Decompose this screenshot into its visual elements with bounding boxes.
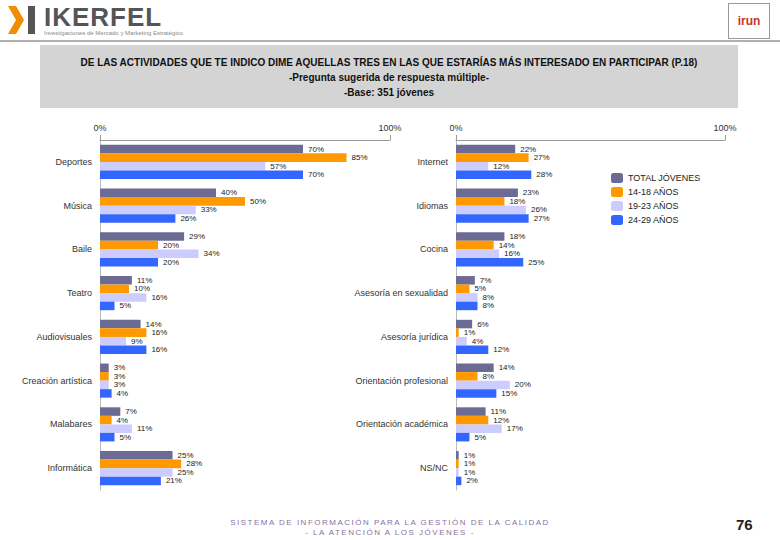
- svg-text:27%: 27%: [534, 153, 550, 162]
- svg-text:14%: 14%: [498, 240, 515, 250]
- svg-text:7%: 7%: [479, 275, 492, 285]
- svg-text:16%: 16%: [151, 328, 167, 337]
- svg-text:11%: 11%: [490, 407, 506, 417]
- svg-text:20%: 20%: [514, 380, 531, 390]
- svg-text:1%: 1%: [463, 459, 476, 469]
- svg-text:26%: 26%: [180, 214, 196, 223]
- svg-text:3%: 3%: [113, 380, 126, 390]
- svg-text:23%: 23%: [522, 188, 539, 198]
- svg-text:Orientación profesional: Orientación profesional: [355, 376, 448, 386]
- svg-text:12%: 12%: [493, 415, 510, 425]
- html-text:Investigaciones de Mercado y M: Investigaciones de Mercado y Marketing E…: [44, 30, 184, 36]
- svg-text:1%: 1%: [463, 450, 476, 460]
- svg-text:Creación artística: Creación artística: [22, 376, 92, 386]
- svg-text:Baile: Baile: [72, 244, 92, 254]
- svg-text:26%: 26%: [530, 205, 547, 215]
- svg-text:14%: 14%: [145, 319, 162, 329]
- svg-text:34%: 34%: [204, 249, 220, 258]
- svg-text:Internet: Internet: [417, 157, 448, 167]
- svg-text:8%: 8%: [482, 292, 495, 302]
- svg-text:18%: 18%: [509, 232, 526, 242]
- svg-text:40%: 40%: [221, 188, 237, 197]
- svg-text:11%: 11%: [136, 275, 153, 285]
- svg-text:33%: 33%: [201, 205, 217, 214]
- html-text:DE LAS ACTIVIDADES QUE TE INDI: DE LAS ACTIVIDADES QUE TE INDICO DIME AQ…: [80, 57, 698, 68]
- svg-text:1%: 1%: [463, 328, 476, 338]
- svg-text:20%: 20%: [163, 241, 179, 250]
- svg-text:9%: 9%: [131, 337, 143, 346]
- html-text:76: 76: [736, 516, 753, 533]
- svg-text:5%: 5%: [474, 284, 486, 294]
- html-text:- LA ATENCIÓN A LOS JÓVENES -: - LA ATENCIÓN A LOS JÓVENES -: [305, 528, 475, 537]
- svg-text:25%: 25%: [177, 467, 194, 477]
- html-text:-Pregunta sugerida de respuest: -Pregunta sugerida de respuesta múltiple…: [289, 72, 489, 83]
- svg-text:100%: 100%: [713, 123, 736, 133]
- svg-text:Asesoría en sexualidad: Asesoría en sexualidad: [354, 288, 448, 298]
- svg-text:TOTAL JÓVENES: TOTAL JÓVENES: [628, 173, 700, 183]
- svg-text:14%: 14%: [499, 363, 515, 372]
- svg-text:21%: 21%: [166, 476, 182, 485]
- svg-text:Orientación académica: Orientación académica: [356, 419, 448, 429]
- html-text:-Base: 351 jóvenes: -Base: 351 jóvenes: [344, 87, 434, 98]
- svg-text:25%: 25%: [177, 450, 194, 460]
- svg-text:16%: 16%: [151, 293, 167, 302]
- svg-text:0%: 0%: [93, 123, 106, 133]
- svg-text:4%: 4%: [117, 389, 129, 398]
- svg-text:17%: 17%: [507, 424, 523, 433]
- svg-text:28%: 28%: [536, 170, 552, 179]
- svg-text:70%: 70%: [308, 170, 324, 179]
- svg-text:Idiomas: Idiomas: [416, 201, 448, 211]
- svg-text:27%: 27%: [534, 214, 550, 223]
- svg-text:5%: 5%: [120, 433, 132, 442]
- svg-text:1%: 1%: [463, 467, 476, 477]
- svg-text:25%: 25%: [528, 258, 544, 267]
- html-text:SISTEMA DE INFORMACIÓN PARA LA: SISTEMA DE INFORMACIÓN PARA LA GESTIÓN D…: [230, 518, 550, 527]
- html-text:IKERFEL: IKERFEL: [44, 2, 163, 32]
- svg-text:57%: 57%: [270, 162, 286, 171]
- svg-text:Cocina: Cocina: [420, 244, 448, 254]
- svg-text:8%: 8%: [483, 372, 495, 381]
- svg-text:50%: 50%: [250, 197, 266, 206]
- svg-text:100%: 100%: [378, 123, 401, 133]
- svg-text:85%: 85%: [352, 153, 368, 162]
- svg-text:15%: 15%: [501, 389, 517, 398]
- svg-text:18%: 18%: [509, 197, 525, 206]
- svg-text:10%: 10%: [134, 284, 150, 293]
- svg-text:5%: 5%: [120, 301, 132, 310]
- svg-text:19-23 AÑOS: 19-23 AÑOS: [628, 201, 679, 211]
- svg-text:2%: 2%: [466, 476, 478, 485]
- svg-text:Asesoría jurídica: Asesoría jurídica: [381, 332, 448, 342]
- svg-text:7%: 7%: [125, 407, 137, 417]
- svg-text:11%: 11%: [137, 424, 152, 433]
- svg-text:8%: 8%: [483, 301, 495, 310]
- svg-text:Informática: Informática: [47, 463, 92, 473]
- svg-text:0%: 0%: [449, 123, 462, 133]
- svg-text:14-18 AÑOS: 14-18 AÑOS: [628, 187, 679, 197]
- svg-text:4%: 4%: [472, 337, 484, 346]
- svg-text:16%: 16%: [504, 249, 520, 258]
- svg-text:28%: 28%: [186, 459, 203, 469]
- svg-text:3%: 3%: [113, 371, 126, 381]
- svg-text:Malabares: Malabares: [50, 419, 93, 429]
- svg-text:Audiovisuales: Audiovisuales: [36, 332, 92, 342]
- svg-text:6%: 6%: [477, 320, 489, 329]
- svg-text:5%: 5%: [474, 433, 486, 442]
- svg-text:3%: 3%: [113, 363, 126, 373]
- svg-text:22%: 22%: [520, 144, 537, 154]
- svg-text:Teatro: Teatro: [67, 288, 92, 298]
- svg-text:24-29 AÑOS: 24-29 AÑOS: [628, 215, 679, 225]
- svg-text:29%: 29%: [189, 232, 205, 241]
- svg-text:NS/NC: NS/NC: [420, 463, 449, 473]
- svg-text:12%: 12%: [493, 345, 509, 354]
- svg-text:16%: 16%: [151, 345, 167, 354]
- svg-text:12%: 12%: [493, 162, 509, 171]
- svg-text:4%: 4%: [117, 416, 129, 425]
- svg-text:Deportes: Deportes: [55, 157, 92, 167]
- html-text:irun: irun: [737, 14, 761, 28]
- svg-text:70%: 70%: [308, 145, 324, 154]
- svg-text:20%: 20%: [163, 258, 179, 267]
- svg-text:Música: Música: [63, 201, 92, 211]
